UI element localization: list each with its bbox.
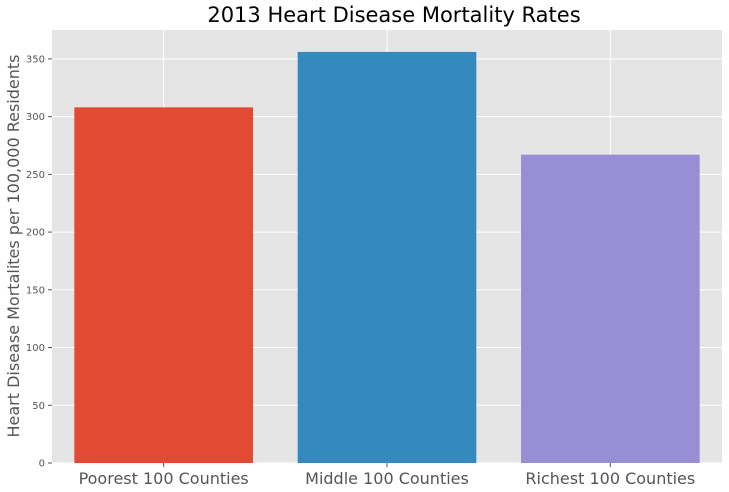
y-tick-label: 200 — [26, 228, 45, 239]
y-tick-label: 150 — [26, 285, 45, 296]
x-tick-label: Middle 100 Counties — [305, 469, 469, 488]
chart-title: 2013 Heart Disease Mortality Rates — [207, 3, 580, 27]
y-tick-label: 300 — [26, 112, 45, 123]
y-axis-label: Heart Disease Mortalites per 100,000 Res… — [4, 55, 23, 438]
y-tick-label: 250 — [26, 170, 45, 181]
y-axis-ticks: 0 50 100 150 200 250 300 350 — [26, 54, 52, 470]
bar — [74, 107, 253, 463]
x-axis-ticks: Poorest 100 Counties Middle 100 Counties R… — [79, 463, 695, 488]
y-tick-label: 350 — [26, 54, 45, 65]
y-tick-label: 100 — [26, 343, 45, 354]
y-tick-label: 50 — [32, 401, 45, 412]
bars — [74, 51, 700, 464]
y-tick-label: 0 — [39, 459, 45, 470]
bar — [297, 51, 477, 464]
x-tick-label: Richest 100 Counties — [525, 469, 695, 488]
bar — [521, 154, 700, 464]
x-tick-label: Poorest 100 Counties — [79, 469, 249, 488]
